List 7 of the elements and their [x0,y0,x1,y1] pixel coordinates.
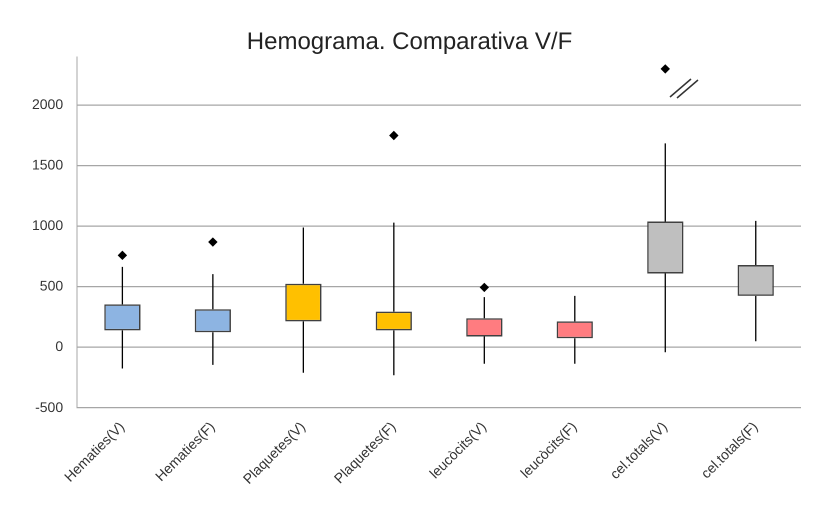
y-tick-label: 1500 [32,156,64,173]
y-tick-label: 2000 [32,96,64,112]
chart-title: Hemograma. Comparativa V/F [246,28,572,56]
y-tick-label: 500 [40,278,64,294]
y-tick-label: -500 [35,398,64,415]
y-tick-label: 1000 [32,217,64,234]
y-tick-label: 0 [55,338,64,354]
